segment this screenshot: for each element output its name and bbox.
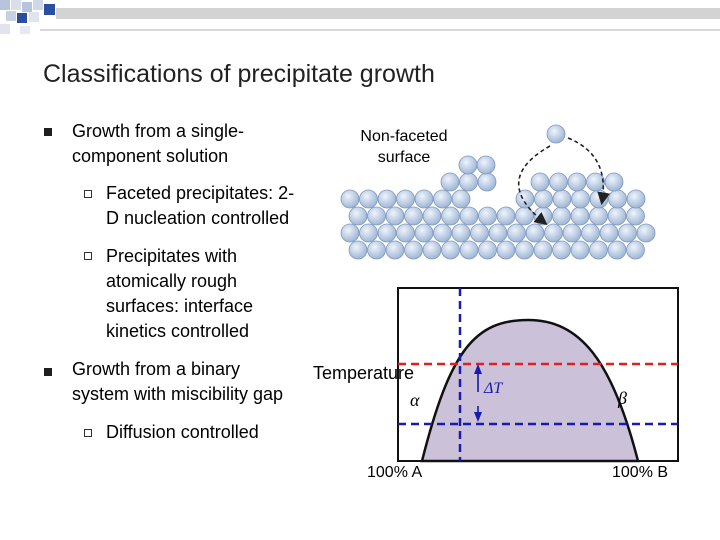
bullet-2-text: Growth from a binary system with miscibi… (72, 359, 284, 404)
atom (589, 189, 609, 209)
phase-diagram: ΔT α β (397, 287, 679, 463)
atom (589, 206, 608, 226)
atom (567, 172, 587, 192)
atom (571, 189, 590, 209)
atom (515, 189, 535, 209)
sub-bullet-3-text: Diffusion controlled (106, 422, 259, 442)
atom (433, 189, 452, 209)
atom (589, 240, 608, 260)
atom (422, 240, 442, 260)
atom (451, 189, 471, 209)
atom (422, 206, 442, 226)
x-axis-left-label: 100% A (367, 464, 423, 481)
atom (404, 206, 423, 226)
atom (367, 206, 386, 226)
atom (515, 240, 534, 260)
sub-bullet-marker (84, 190, 92, 198)
atom (477, 172, 497, 192)
atom (440, 172, 460, 192)
atom (359, 189, 378, 209)
atom (367, 240, 386, 260)
atom (348, 240, 368, 260)
surface-label: Non-faceted surface (360, 128, 448, 166)
atom (340, 223, 360, 243)
atom (552, 240, 571, 260)
atom (534, 189, 553, 209)
atom (385, 240, 405, 260)
atom (359, 223, 378, 243)
atom (552, 189, 572, 209)
atom (570, 240, 590, 260)
bullet-1-text: Growth from a single- component solution (72, 121, 245, 166)
sub-bullet-2-text: Precipitates with atomically rough surfa… (106, 246, 254, 341)
undercooling-label: ΔT (483, 380, 503, 397)
atom (552, 206, 571, 226)
atom (348, 206, 368, 226)
atom (599, 223, 619, 243)
atom (507, 223, 526, 243)
atom (396, 223, 415, 243)
x-axis-right-label: 100% B (612, 464, 669, 481)
atom (404, 240, 423, 260)
atom (626, 189, 646, 209)
atom (377, 223, 397, 243)
atom (433, 223, 452, 243)
miscibility-gap-dome (420, 318, 640, 463)
atom (459, 240, 479, 260)
atom (396, 189, 415, 209)
atom (459, 206, 479, 226)
sub-bullet-marker (84, 252, 92, 260)
atom (340, 189, 360, 209)
temperature-axis-label: Temperature (313, 363, 415, 383)
atom (414, 189, 434, 209)
atom-arrow-right (567, 137, 610, 206)
bullet-marker (44, 368, 52, 376)
atom (607, 240, 627, 260)
atom (530, 172, 550, 192)
atom (488, 223, 508, 243)
atom (570, 206, 590, 226)
atom (377, 189, 397, 209)
atom (636, 223, 656, 243)
atom (626, 240, 645, 260)
sub-bullet-marker (84, 429, 92, 437)
atom (581, 223, 600, 243)
atom (562, 223, 582, 243)
atom-surface-illustration (340, 124, 656, 260)
atom (618, 223, 637, 243)
atom (470, 223, 489, 243)
atom (496, 206, 516, 226)
alpha-phase-label: α (410, 390, 420, 410)
atom (626, 206, 645, 226)
atom (608, 189, 627, 209)
atom (441, 240, 460, 260)
atom (458, 155, 478, 175)
atom (496, 240, 516, 260)
atom (546, 124, 566, 144)
sub-bullet-1-text: Faceted precipitates: 2- D nucleation co… (106, 183, 295, 228)
atom (385, 206, 405, 226)
slide-title: Classifications of precipitate growth (43, 60, 435, 88)
atom (533, 240, 553, 260)
atom (586, 172, 605, 192)
atom (549, 172, 568, 192)
bullet-marker (44, 128, 52, 136)
atom (478, 206, 497, 226)
atom (544, 223, 563, 243)
atom (441, 206, 460, 226)
atom (476, 155, 496, 175)
atom (525, 223, 545, 243)
atom (478, 240, 497, 260)
atom-arrow-left (517, 145, 551, 225)
atom (607, 206, 627, 226)
atom (451, 223, 471, 243)
corner-decoration (0, 0, 720, 34)
atom (459, 172, 478, 192)
atom (414, 223, 434, 243)
atom (604, 172, 624, 192)
beta-phase-label: β (617, 388, 627, 408)
